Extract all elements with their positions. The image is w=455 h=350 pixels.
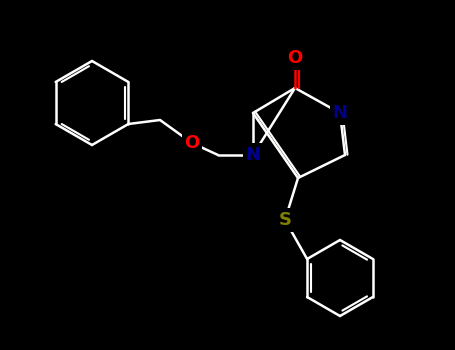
Text: O: O: [288, 49, 303, 67]
Text: S: S: [278, 211, 292, 229]
Text: O: O: [184, 134, 200, 152]
Text: N: N: [246, 146, 261, 164]
Text: N: N: [333, 104, 348, 122]
